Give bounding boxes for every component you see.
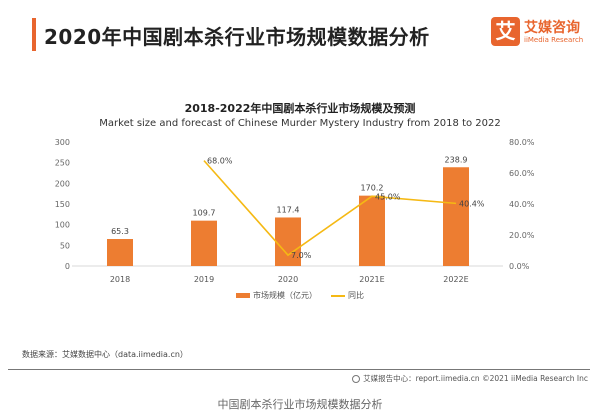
bar-data-label: 65.3 bbox=[111, 227, 129, 236]
logo-name-cn: 艾媒咨询 bbox=[524, 20, 580, 36]
bar-data-label: 238.9 bbox=[445, 155, 468, 164]
legend-label-market-size: 市场规模（亿元） bbox=[253, 291, 317, 300]
footer-separator bbox=[8, 369, 590, 370]
left-axis-tick-label: 100 bbox=[55, 221, 70, 230]
data-source: 数据来源：艾媒数据中心（data.iimedia.cn） bbox=[22, 350, 188, 359]
x-axis-tick-label: 2021E bbox=[359, 275, 384, 284]
page-title: 2020年中国剧本杀行业市场规模数据分析 bbox=[44, 25, 430, 49]
left-axis-ticks: 0 50 100 150 200 250 300 bbox=[55, 138, 70, 271]
x-axis-tick-label: 2020 bbox=[278, 275, 298, 284]
bar-2020 bbox=[275, 217, 301, 266]
line-data-label: 40.4% bbox=[459, 199, 485, 208]
x-axis-tick-label: 2018 bbox=[110, 275, 130, 284]
left-axis-tick-label: 200 bbox=[55, 179, 70, 188]
image-caption: 中国剧本杀行业市场规模数据分析 bbox=[217, 398, 383, 411]
legend-label-yoy: 同比 bbox=[348, 291, 364, 300]
x-axis-tick-labels: 2018 2019 2020 2021E 2022E bbox=[110, 275, 469, 284]
globe-icon bbox=[352, 374, 361, 383]
right-axis-tick-label: 20.0% bbox=[509, 231, 535, 240]
bar-2022E bbox=[443, 167, 469, 266]
right-axis-ticks: 0.0% 20.0% 40.0% 60.0% 80.0% bbox=[509, 138, 535, 271]
legend-swatch-market-size bbox=[236, 293, 250, 298]
legend: 市场规模（亿元） 同比 bbox=[236, 290, 364, 301]
left-axis-tick-label: 50 bbox=[60, 241, 70, 250]
line-data-labels: 68.0% 7.0% 45.0% 40.4% bbox=[207, 157, 485, 261]
legend-swatch-yoy bbox=[331, 294, 345, 297]
logo-mark: 艾 bbox=[491, 17, 520, 46]
chart-title: 2018-2022年中国剧本杀行业市场规模及预测 bbox=[184, 102, 416, 115]
growth-line bbox=[203, 160, 457, 257]
x-axis-tick-label: 2022E bbox=[443, 275, 468, 284]
line-data-label: 7.0% bbox=[291, 251, 312, 260]
bar-2018 bbox=[107, 239, 133, 266]
bar-data-labels: 65.3 109.7 117.4 170.2 238.9 bbox=[111, 155, 467, 236]
bar-data-label: 109.7 bbox=[193, 209, 216, 218]
x-axis-tick-label: 2019 bbox=[194, 275, 214, 284]
right-axis-tick-label: 0.0% bbox=[509, 262, 530, 271]
right-axis-tick-label: 40.0% bbox=[509, 200, 535, 209]
left-axis-tick-label: 250 bbox=[55, 159, 70, 168]
footer: 艾媒报告中心：report.iimedia.cn ©2021 iiMedia R… bbox=[352, 373, 588, 384]
right-axis-tick-label: 80.0% bbox=[509, 138, 535, 147]
line-data-label: 68.0% bbox=[207, 157, 233, 166]
chart-subtitle: Market size and forecast of Chinese Murd… bbox=[99, 118, 501, 129]
line-data-label: 45.0% bbox=[375, 192, 401, 201]
bar-series bbox=[107, 167, 469, 266]
bar-2021E bbox=[359, 195, 385, 266]
title-accent-bar bbox=[32, 18, 36, 51]
left-axis-tick-label: 0 bbox=[65, 262, 70, 271]
footer-text: 艾媒报告中心：report.iimedia.cn ©2021 iiMedia R… bbox=[363, 374, 588, 383]
logo-name-en: iiMedia Research bbox=[524, 36, 584, 44]
bar-data-label: 117.4 bbox=[277, 205, 300, 214]
iimedia-logo: 艾 艾媒咨询 iiMedia Research bbox=[491, 17, 591, 49]
right-axis-tick-label: 60.0% bbox=[509, 169, 535, 178]
bar-2019 bbox=[191, 220, 217, 266]
bar-data-label: 170.2 bbox=[361, 184, 384, 193]
left-axis-tick-label: 150 bbox=[55, 200, 70, 209]
left-axis-tick-label: 300 bbox=[55, 138, 70, 147]
